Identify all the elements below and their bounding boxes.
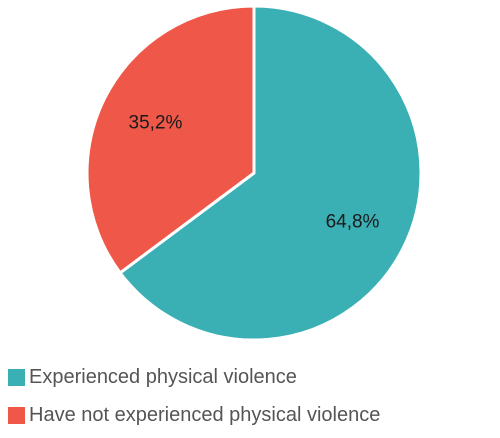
pie-chart: 64,8% 35,2% (85, 4, 423, 342)
legend-item-experienced[interactable]: Experienced physical violence (8, 362, 380, 392)
slice-label-not-experienced: 35,2% (129, 113, 183, 134)
legend-item-not-experienced[interactable]: Have not experienced physical violence (8, 400, 380, 430)
legend: Experienced physical violence Have not e… (8, 362, 380, 438)
legend-label-not-experienced: Have not experienced physical violence (29, 403, 381, 426)
slice-label-experienced: 64,8% (326, 211, 380, 232)
pie-slice-experienced[interactable] (118, 4, 423, 342)
pie-slice-not-experienced[interactable] (85, 4, 256, 275)
legend-label-experienced: Experienced physical violence (29, 365, 297, 388)
legend-swatch-not-experienced (8, 406, 25, 424)
legend-swatch-experienced (8, 368, 25, 386)
